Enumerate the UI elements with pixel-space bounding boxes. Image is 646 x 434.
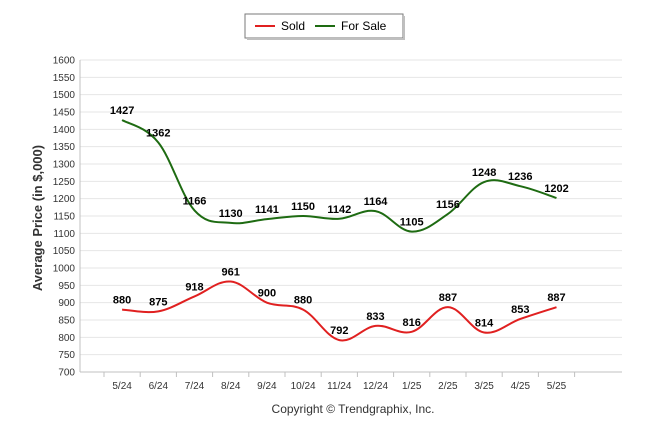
data-label: 792 xyxy=(330,325,348,337)
x-tick-label: 5/25 xyxy=(547,381,567,392)
data-label: 961 xyxy=(222,267,240,279)
x-tick-label: 12/24 xyxy=(363,381,388,392)
legend-item-for-sale[interactable]: For Sale xyxy=(315,19,387,33)
x-tick-label: 10/24 xyxy=(291,381,316,392)
y-tick-label: 950 xyxy=(58,281,75,292)
data-label: 833 xyxy=(366,311,384,323)
data-label: 1150 xyxy=(291,201,315,213)
data-label: 887 xyxy=(547,292,565,304)
legend[interactable]: Sold For Sale xyxy=(244,13,405,40)
y-axis-label: Average Price (in $,000) xyxy=(30,145,45,291)
data-label: 1427 xyxy=(110,105,134,117)
x-axis: 5/24 6/24 7/24 8/24 9/24 10/24 11/24 12/24 1/25 2… xyxy=(80,371,622,392)
legend-shadow xyxy=(247,38,405,40)
data-label: 900 xyxy=(258,288,276,300)
y-axis: 700 750 800 850 900 950 1000 1050 1100 1150 1200 12… xyxy=(53,56,81,379)
copyright-text: Copyright © Trendgraphix, Inc. xyxy=(272,402,435,416)
data-label: 1142 xyxy=(327,204,351,216)
data-label: 1248 xyxy=(472,167,496,179)
y-tick-label: 800 xyxy=(58,333,75,344)
data-label: 1130 xyxy=(219,208,243,220)
x-tick-label: 8/24 xyxy=(221,381,241,392)
x-tick-label: 1/25 xyxy=(402,381,422,392)
data-label: 918 xyxy=(185,281,203,293)
y-tick-label: 1350 xyxy=(53,142,76,153)
data-label: 1362 xyxy=(146,128,170,140)
data-label: 875 xyxy=(149,296,167,308)
x-tick-label: 2/25 xyxy=(438,381,458,392)
y-tick-label: 850 xyxy=(58,316,75,327)
data-label: 880 xyxy=(113,295,131,307)
data-label: 1164 xyxy=(364,196,389,208)
legend-shadow xyxy=(403,16,405,40)
legend-label: For Sale xyxy=(341,19,387,33)
y-tick-label: 900 xyxy=(58,298,75,309)
y-tick-label: 700 xyxy=(58,368,75,379)
x-tick-label: 6/24 xyxy=(149,381,169,392)
legend-item-sold[interactable]: Sold xyxy=(255,19,305,33)
grid-lines xyxy=(80,59,622,373)
x-tick-label: 11/24 xyxy=(327,381,352,392)
data-label: 1236 xyxy=(508,171,532,183)
y-tick-label: 1450 xyxy=(53,108,76,119)
y-tick-label: 1000 xyxy=(53,264,76,275)
x-tick-label: 4/25 xyxy=(511,381,531,392)
data-label: 814 xyxy=(475,317,494,329)
data-label: 1156 xyxy=(436,199,460,211)
data-label: 880 xyxy=(294,295,312,307)
data-label: 853 xyxy=(511,304,529,316)
y-tick-label: 750 xyxy=(58,350,75,361)
y-tick-label: 1400 xyxy=(53,125,76,136)
y-tick-label: 1100 xyxy=(53,229,75,240)
y-tick-label: 1600 xyxy=(53,56,76,67)
y-tick-label: 1200 xyxy=(53,194,76,205)
series-line-for-sale[interactable] xyxy=(121,119,557,233)
y-tick-label: 1150 xyxy=(53,212,75,223)
data-labels: 880 875 918 961 900 880 792 833 816 887 814 853 887 1… xyxy=(110,105,569,337)
series-line-sold[interactable] xyxy=(122,280,557,342)
data-label: 1105 xyxy=(400,217,424,229)
legend-label: Sold xyxy=(281,19,305,33)
x-tick-label: 5/24 xyxy=(112,381,132,392)
data-label: 887 xyxy=(439,292,457,304)
y-tick-label: 1250 xyxy=(53,177,76,188)
y-tick-label: 1300 xyxy=(53,160,76,171)
data-label: 1141 xyxy=(255,204,279,216)
y-tick-label: 1050 xyxy=(53,246,76,257)
y-tick-label: 1500 xyxy=(53,90,76,101)
y-tick-label: 1550 xyxy=(53,73,76,84)
data-label: 1202 xyxy=(544,183,568,195)
data-label: 816 xyxy=(403,317,421,329)
series-group xyxy=(121,119,557,342)
x-tick-label: 3/25 xyxy=(474,381,494,392)
data-label: 1166 xyxy=(183,195,207,207)
x-tick-label: 7/24 xyxy=(185,381,205,392)
x-tick-label: 9/24 xyxy=(257,381,277,392)
